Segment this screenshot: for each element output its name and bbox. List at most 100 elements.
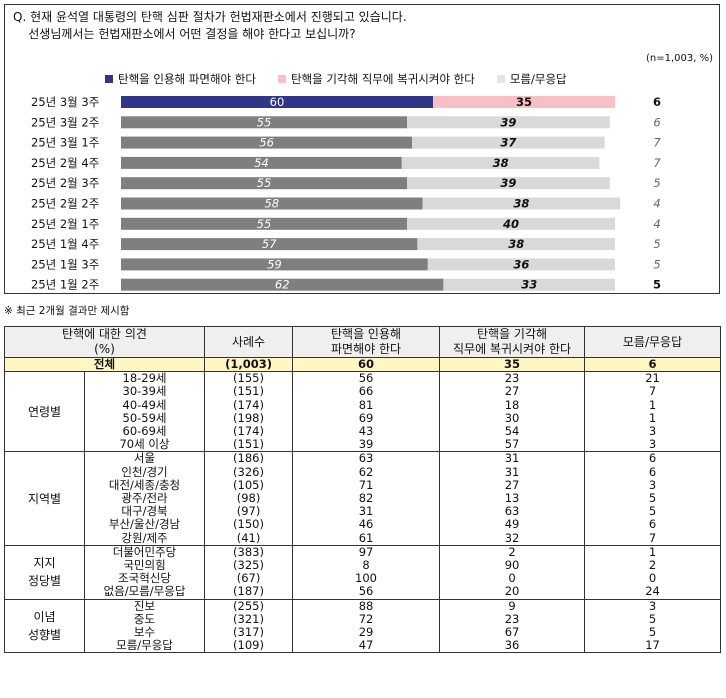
- row-cite: 88: [292, 599, 441, 613]
- row-dk: 24: [584, 585, 722, 600]
- bar-cite: [121, 136, 413, 149]
- row-reject: 23: [439, 371, 586, 386]
- data-label-reject: 38: [493, 156, 509, 170]
- row-label: 부산/울산/경남: [84, 518, 206, 532]
- table-row: 50-59세 (198) 69 30 1: [5, 411, 722, 426]
- row-dk: 0: [584, 572, 722, 586]
- table-row: 연령별 18-29세 (155) 56 23 21: [4, 371, 722, 453]
- category-label: 25년 2월 2주: [31, 197, 99, 211]
- data-label-dk: 6: [653, 115, 660, 129]
- bar-reject: [401, 156, 600, 169]
- row-label: 대전/세종/충청: [84, 478, 206, 493]
- row-dk: 1: [584, 398, 722, 412]
- row-reject: 90: [439, 558, 586, 573]
- legend-item-dk: 모름/무응답: [496, 71, 567, 87]
- row-label: 더불어민주당: [84, 545, 206, 560]
- row-count: (321): [204, 612, 294, 627]
- row-count: (105): [204, 478, 294, 493]
- bar-cite: [121, 217, 407, 230]
- row-count: (109): [204, 639, 294, 654]
- bar-cite: [121, 116, 407, 129]
- chart-panel: Q. 현재 윤석열 대통령의 탄핵 심판 절차가 헌법재판소에서 진행되고 있습…: [4, 4, 720, 294]
- legend-label-dk: 모름/무응답: [509, 72, 567, 86]
- data-label-cite: 55: [257, 176, 272, 190]
- data-label-dk: 7: [653, 156, 661, 170]
- row-count: (98): [204, 491, 294, 506]
- table-row: 국민의힘 (325) 8 90 2: [5, 558, 722, 573]
- data-label-dk: 5: [653, 237, 660, 251]
- data-label-dk: 4: [653, 217, 660, 231]
- table-header-row: 탄핵에 대한 의견 (%) 사례수 탄핵을 인용해 파면해야 한다 탄핵을 기각해 직…: [3, 326, 722, 358]
- table-row: 인천/경기 (326) 62 31 6: [5, 465, 722, 479]
- row-label: 인천/경기: [84, 465, 206, 479]
- row-reject: 36: [439, 639, 586, 654]
- row-cite: 63: [292, 451, 441, 466]
- row-label: 국민의힘: [84, 558, 206, 573]
- data-label-cite: 62: [275, 278, 290, 292]
- row-label: 70세 이상: [84, 438, 206, 453]
- data-label-reject: 36: [513, 257, 529, 271]
- row-count: (150): [204, 518, 294, 532]
- data-label-cite: 59: [267, 257, 282, 271]
- group-label: 이념 성향별: [4, 599, 85, 654]
- row-dk: 5: [584, 625, 722, 640]
- sample-size-label: (n=1,003, %): [645, 53, 713, 64]
- data-label-dk: 5: [653, 278, 661, 292]
- row-dk: 3: [584, 424, 722, 439]
- data-label-cite: 57: [262, 237, 277, 251]
- row-count: (67): [204, 572, 294, 586]
- category-label: 25년 3월 3주: [31, 95, 99, 109]
- category-label: 25년 3월 1주: [31, 136, 99, 150]
- row-reject: 31: [439, 451, 586, 466]
- row-dk: 7: [584, 531, 722, 546]
- table-row: 모름/무응답 (109) 47 36 17: [5, 639, 722, 654]
- row-cite: 61: [292, 531, 441, 546]
- row-cite: 56: [292, 585, 441, 600]
- row-dk: 3: [584, 478, 722, 493]
- table-row: 대전/세종/충청 (105) 71 27 3: [5, 478, 722, 493]
- row-label: 진보: [84, 599, 206, 613]
- data-label-dk: 7: [653, 136, 661, 150]
- data-label-reject: 38: [513, 197, 529, 211]
- row-reject: 2: [439, 545, 586, 560]
- row-dk: 1: [584, 411, 722, 426]
- row-cite: 31: [292, 505, 441, 519]
- table-row: 중도 (321) 72 23 5: [5, 612, 722, 627]
- header-dk: 모름/무응답: [584, 326, 722, 358]
- row-cite: 39: [292, 438, 441, 453]
- bar-cite: [121, 177, 407, 190]
- row-count: (255): [204, 599, 294, 613]
- row-reject: 23: [439, 612, 586, 627]
- row-count: (174): [204, 424, 294, 439]
- data-label-cite: 55: [257, 115, 272, 129]
- header-reject: 탄핵을 기각해 직무에 복귀시켜야 한다: [439, 326, 586, 358]
- bar-reject: [443, 278, 615, 291]
- category-label: 25년 3월 2주: [31, 115, 99, 129]
- legend-item-cite: 탄핵을 인용해 파면해야 한다: [105, 71, 256, 87]
- row-reject: 54: [439, 424, 586, 439]
- row-dk: 5: [584, 612, 722, 627]
- row-dk: 6: [584, 518, 722, 532]
- total-dk: 6: [584, 356, 722, 373]
- table-row: 보수 (317) 29 67 5: [5, 625, 722, 640]
- row-dk: 17: [584, 639, 722, 654]
- row-count: (155): [204, 371, 294, 386]
- row-dk: 6: [584, 465, 722, 479]
- row-dk: 6: [584, 451, 722, 466]
- table-row: 30-39세 (151) 66 27 7: [5, 385, 722, 399]
- row-reject: 20: [439, 585, 586, 600]
- data-label-dk: 6: [653, 95, 661, 109]
- data-label-cite: 56: [259, 136, 274, 150]
- data-label-reject: 37: [500, 136, 516, 150]
- row-reject: 63: [439, 505, 586, 519]
- row-reject: 49: [439, 518, 586, 532]
- total-cite: 60: [292, 356, 441, 373]
- row-label: 광주/전라: [84, 491, 206, 506]
- row-label: 50-59세: [84, 411, 206, 426]
- header-sample: 사례수: [204, 326, 294, 358]
- crosstab-table: 탄핵에 대한 의견 (%) 사례수 탄핵을 인용해 파면해야 한다 탄핵을 기각해 직…: [3, 326, 722, 654]
- data-label-reject: 38: [508, 237, 524, 251]
- row-cite: 66: [292, 385, 441, 399]
- total-label: 전체: [3, 356, 206, 373]
